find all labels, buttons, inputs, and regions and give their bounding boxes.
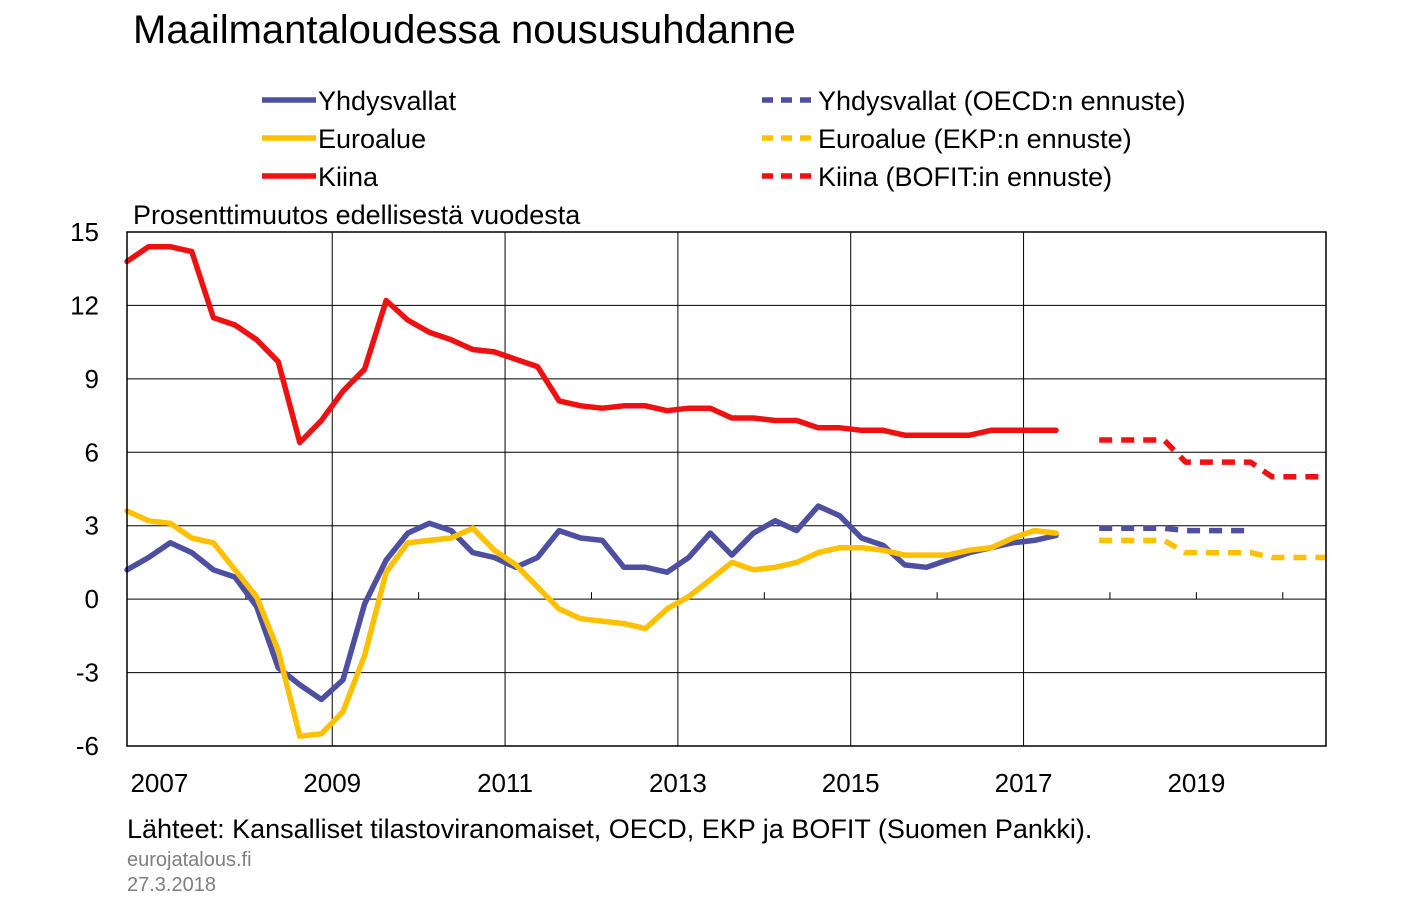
y-tick-label: 6: [85, 437, 99, 467]
legend-label: Yhdysvallat (OECD:n ennuste): [818, 86, 1186, 116]
x-tick-label: 2009: [303, 768, 361, 798]
series-lines: [124, 243, 1326, 739]
y-axis-ticks: 15 12 9 6 3 0 -3 -6: [70, 217, 99, 761]
y-tick-label: 15: [70, 217, 99, 247]
y-tick-label: -6: [76, 731, 99, 761]
series-line-kiina: [124, 243, 1059, 446]
legend-label: Yhdysvallat: [318, 86, 457, 116]
series-line-yhdysvallat-oecd-n-ennuste: [1099, 525, 1251, 534]
chart-title: Maailmantaloudessa noususuhdanne: [133, 8, 796, 52]
date-note: 27.3.2018: [127, 874, 216, 896]
legend-label: Kiina (BOFIT:in ennuste): [818, 162, 1112, 192]
legend-label: Kiina: [318, 162, 379, 192]
x-tick-label: 2015: [822, 768, 880, 798]
x-tick-label: 2011: [477, 768, 533, 798]
x-tick-label: 2007: [130, 768, 188, 798]
y-tick-label: 3: [85, 511, 99, 541]
series-line-euroalue: [124, 508, 1059, 739]
series-line-euroalue-ekp-n-ennuste: [1099, 537, 1326, 561]
series-line-yhdysvallat: [124, 503, 1059, 703]
y-tick-label: 12: [70, 290, 99, 320]
legend-label: Euroalue: [318, 124, 426, 154]
series-line-kiina-bofit-in-ennuste: [1099, 437, 1326, 480]
grid: [127, 232, 1326, 746]
x-axis-ticks: 2007 2009 2011 2013 2015 2017 2019: [130, 768, 1225, 798]
y-tick-label: 9: [85, 364, 99, 394]
legend: Yhdysvallat Yhdysvallat (OECD:n ennuste) E…: [262, 86, 1186, 192]
site-note: eurojatalous.fi: [127, 849, 252, 871]
y-tick-label: 0: [85, 584, 99, 614]
plot-area-frame: [126, 231, 1327, 747]
source-note: Lähteet: Kansalliset tilastoviranomaiset…: [127, 814, 1093, 844]
y-tick-label: -3: [76, 658, 99, 688]
x-tick-label: 2013: [649, 768, 707, 798]
legend-label: Euroalue (EKP:n ennuste): [818, 124, 1132, 154]
x-tick-label: 2019: [1167, 768, 1225, 798]
y-axis-label: Prosenttimuutos edellisestä vuodesta: [133, 200, 581, 230]
x-tick-label: 2017: [995, 768, 1053, 798]
